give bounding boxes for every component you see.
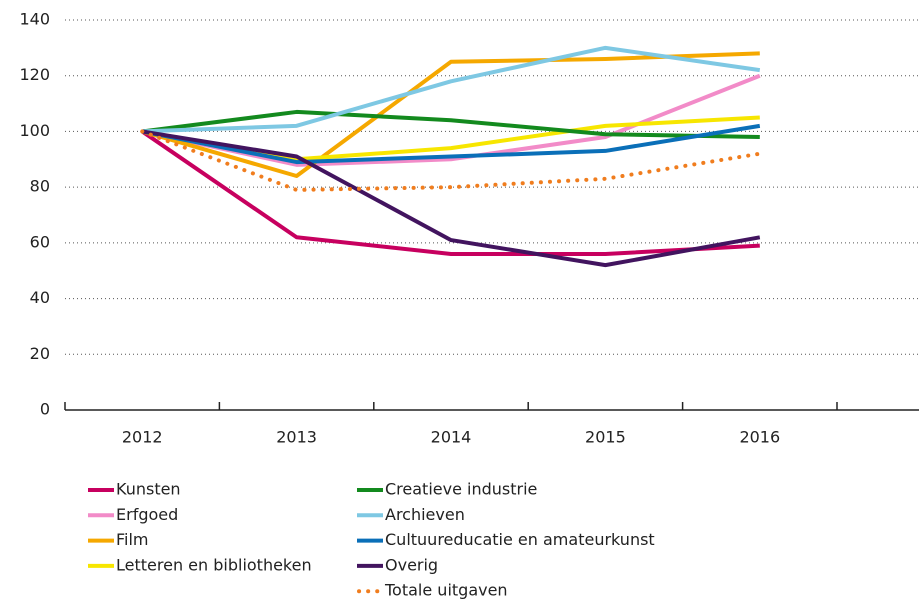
x-tick-label: 2014	[431, 428, 472, 447]
legend-label: Film	[116, 530, 149, 549]
x-tick-label: 2013	[276, 428, 317, 447]
y-tick-label: 140	[19, 10, 50, 29]
legend-label: Cultuureducatie en amateurkunst	[385, 530, 655, 549]
series-line	[140, 129, 762, 192]
series-line	[141, 123, 761, 165]
series-line	[141, 129, 761, 268]
y-tick-label: 120	[19, 65, 50, 84]
legend-label: Letteren en bibliotheken	[116, 555, 312, 574]
series-line	[142, 45, 761, 134]
legend-label: Creatieve industrie	[385, 480, 537, 499]
y-tick-label: 0	[40, 400, 50, 419]
series-line	[141, 109, 760, 139]
legend-label: Totale uitgaven	[384, 581, 508, 600]
series-line	[141, 129, 760, 256]
y-tick-label: 40	[30, 288, 50, 307]
y-tick-label: 20	[30, 344, 50, 363]
x-tick-label: 2016	[739, 428, 780, 447]
y-tick-label: 60	[30, 232, 50, 251]
x-tick-label: 2012	[122, 428, 163, 447]
x-tick-label: 2015	[585, 428, 626, 447]
y-tick-label: 100	[19, 121, 50, 140]
legend-label: Archieven	[385, 505, 465, 524]
legend-label: Erfgoed	[116, 505, 178, 524]
y-tick-label: 80	[30, 177, 50, 196]
legend-label: Overig	[385, 555, 438, 574]
legend-label: Kunsten	[116, 480, 181, 499]
